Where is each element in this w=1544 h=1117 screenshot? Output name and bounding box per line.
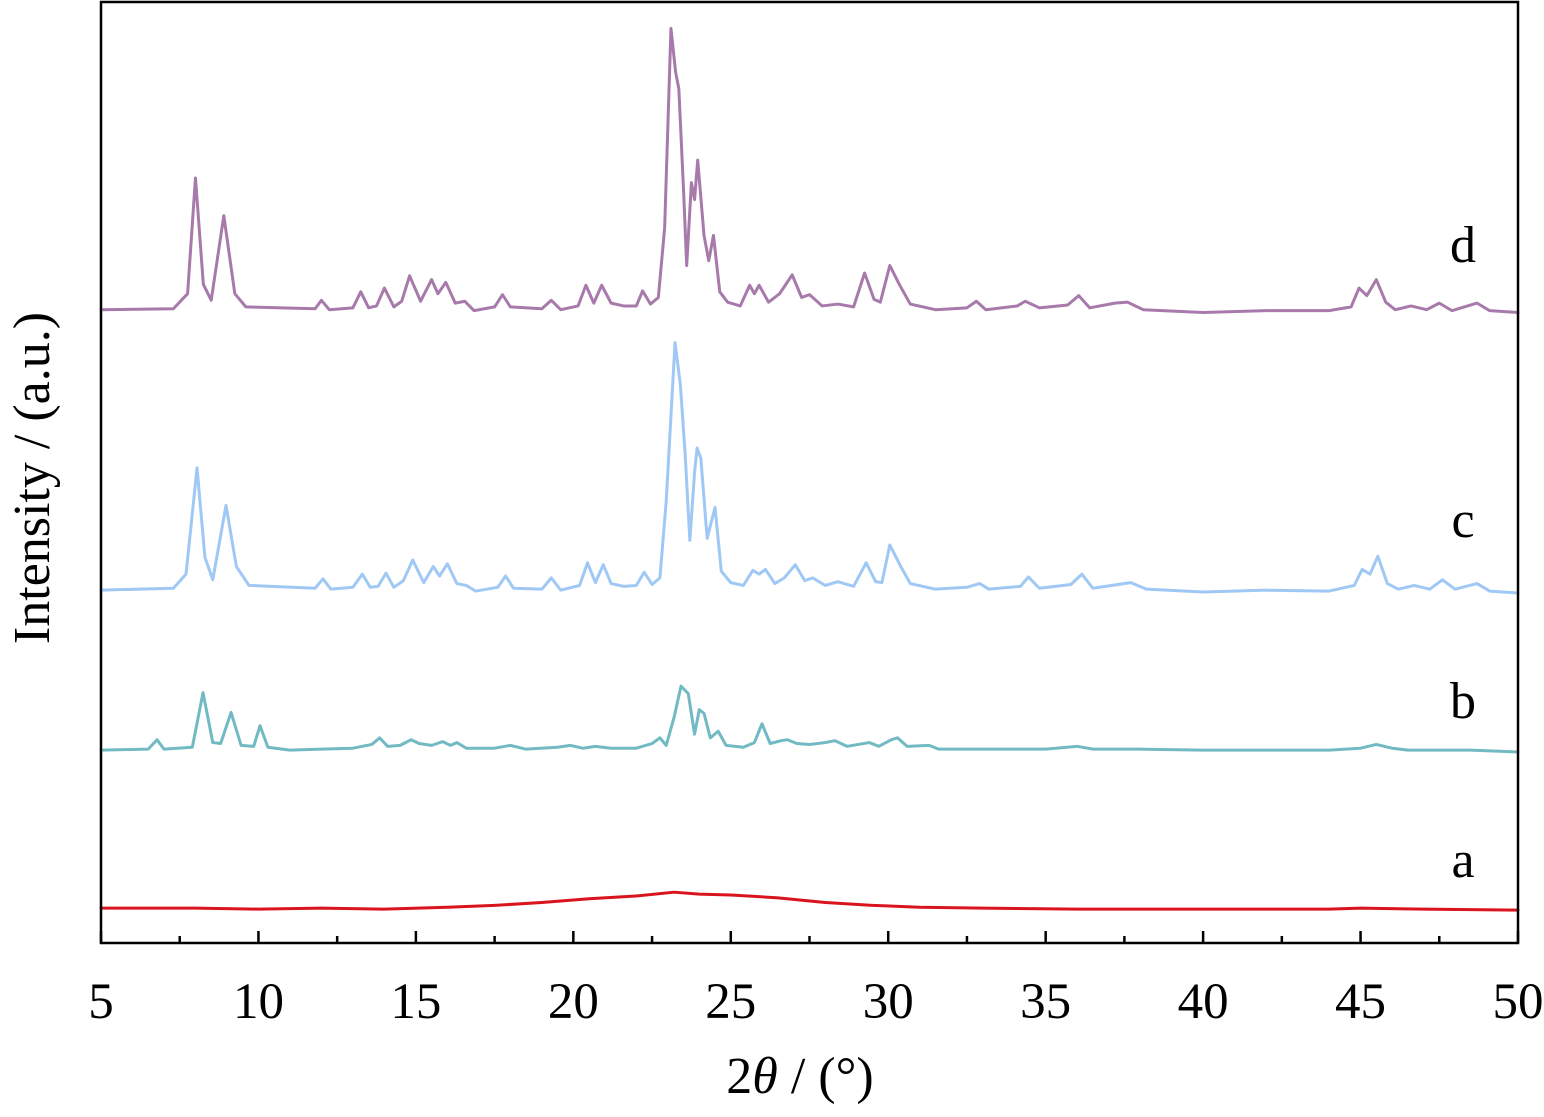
series-line-c: [99, 341, 1520, 595]
x-tick-label: 5: [88, 974, 114, 1030]
series-label-a: a: [1451, 832, 1474, 889]
x-tick-label: 25: [705, 974, 756, 1030]
x-tick-label: 30: [863, 974, 914, 1030]
y-axis-label: Intensity / (a.u.): [4, 312, 61, 644]
series-label-d: d: [1450, 217, 1476, 274]
x-axis-tick-labels: 5 10 15 20 25 30 35 40 45 50: [88, 974, 1543, 1030]
x-tick-label: 45: [1335, 974, 1386, 1030]
series-label-c: c: [1451, 492, 1474, 549]
series-line-b: [99, 684, 1520, 754]
x-tick-label: 20: [548, 974, 599, 1030]
x-tick-label: 50: [1493, 974, 1544, 1030]
series-line-d: [99, 26, 1520, 315]
x-axis-ticks: [99, 931, 1520, 943]
x-tick-label: 10: [233, 974, 284, 1030]
x-tick-label: 35: [1020, 974, 1071, 1030]
x-tick-label: 15: [390, 974, 441, 1030]
series-line-a: [99, 890, 1520, 912]
series-lines: [99, 26, 1520, 912]
x-tick-label: 40: [1178, 974, 1229, 1030]
x-axis-label: 2θ / (°): [726, 1048, 873, 1105]
series-label-b: b: [1450, 673, 1476, 730]
